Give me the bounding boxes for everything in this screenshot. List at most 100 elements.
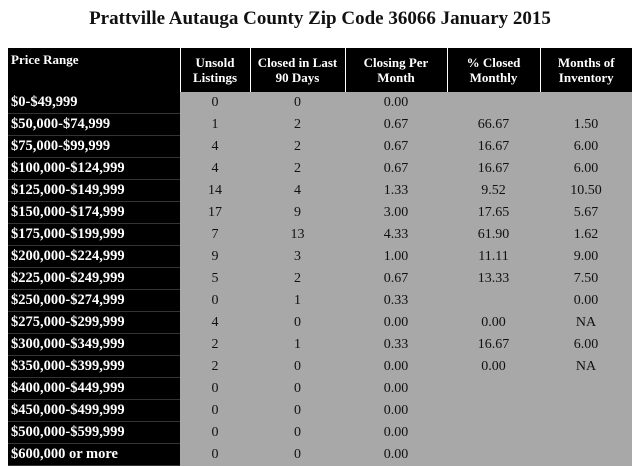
cell: 0 <box>180 92 250 114</box>
cell: 2 <box>250 157 345 180</box>
cell: 1.50 <box>540 113 632 136</box>
table-row: $125,000-$149,999 14 4 1.33 9.52 10.50 <box>8 179 632 202</box>
cell: 13.33 <box>447 267 540 290</box>
cell <box>447 421 540 444</box>
cell: 4.33 <box>345 223 447 246</box>
cell: 14 <box>180 179 250 202</box>
price-range: $50,000-$74,999 <box>8 113 180 136</box>
cell: 17 <box>180 201 250 224</box>
price-range: $500,000-$599,999 <box>8 421 180 444</box>
price-range: $250,000-$274,999 <box>8 289 180 312</box>
cell: 0.00 <box>345 399 447 422</box>
cell: 16.67 <box>447 157 540 180</box>
price-range: $350,000-$399,999 <box>8 355 180 378</box>
price-range: $225,000-$249,999 <box>8 267 180 290</box>
cell: 0.00 <box>345 311 447 334</box>
cell: 6.00 <box>540 135 632 158</box>
cell: 0.33 <box>345 289 447 312</box>
price-range: $600,000 or more <box>8 443 180 466</box>
cell <box>540 421 632 444</box>
inventory-table: Price Range Unsold Listings Closed in Last… <box>8 48 632 466</box>
column-header: Months of Inventory <box>539 48 632 92</box>
cell <box>447 92 540 114</box>
cell <box>447 377 540 400</box>
price-range: $400,000-$449,999 <box>8 377 180 400</box>
cell: 0 <box>180 377 250 400</box>
table-row: $350,000-$399,999 2 0 0.00 0.00 NA <box>8 355 632 378</box>
price-range: $275,000-$299,999 <box>8 311 180 334</box>
cell: 0 <box>250 377 345 400</box>
cell: 3 <box>250 245 345 268</box>
cell: 6.00 <box>540 157 632 180</box>
cell: 9 <box>180 245 250 268</box>
cell: 2 <box>250 113 345 136</box>
cell: 0.67 <box>345 267 447 290</box>
cell: 4 <box>180 311 250 334</box>
column-header: Closing Per Month <box>344 48 447 92</box>
cell: 4 <box>180 135 250 158</box>
table-row: $75,000-$99,999 4 2 0.67 16.67 6.00 <box>8 135 632 158</box>
price-range: $150,000-$174,999 <box>8 201 180 224</box>
cell: 1 <box>250 333 345 356</box>
table-header: Price Range Unsold Listings Closed in Last… <box>8 48 632 92</box>
table-body: $0-$49,999 0 0 0.00 $50,000-$74,999 1 2 0.67 66.… <box>8 92 632 466</box>
cell: 2 <box>180 355 250 378</box>
cell: 7 <box>180 223 250 246</box>
table-row: $250,000-$274,999 0 1 0.33 0.00 <box>8 289 632 312</box>
cell: 0.00 <box>345 443 447 466</box>
cell: 0 <box>180 399 250 422</box>
cell <box>540 92 632 114</box>
table-row: $600,000 or more 0 0 0.00 <box>8 443 632 466</box>
table-row: $100,000-$124,999 4 2 0.67 16.67 6.00 <box>8 157 632 180</box>
cell: 0 <box>250 311 345 334</box>
cell: 3.00 <box>345 201 447 224</box>
cell: 0 <box>180 289 250 312</box>
price-range: $175,000-$199,999 <box>8 223 180 246</box>
cell: 1 <box>180 113 250 136</box>
cell <box>447 289 540 312</box>
column-header: Price Range <box>8 48 180 92</box>
cell: 0 <box>250 92 345 114</box>
price-range: $125,000-$149,999 <box>8 179 180 202</box>
table-row: $0-$49,999 0 0 0.00 <box>8 92 632 114</box>
price-range: $450,000-$499,999 <box>8 399 180 422</box>
price-range: $75,000-$99,999 <box>8 135 180 158</box>
cell: 1.00 <box>345 245 447 268</box>
cell <box>540 443 632 466</box>
column-header: Closed in Last 90 Days <box>249 48 345 92</box>
cell: 0.00 <box>447 311 540 334</box>
cell: 1 <box>250 289 345 312</box>
cell: 4 <box>250 179 345 202</box>
cell: 0.67 <box>345 113 447 136</box>
column-header: Unsold Listings <box>179 48 250 92</box>
cell: 61.90 <box>447 223 540 246</box>
cell: 0.00 <box>540 289 632 312</box>
cell: 10.50 <box>540 179 632 202</box>
cell: 13 <box>250 223 345 246</box>
cell: 0.67 <box>345 135 447 158</box>
cell: 0.00 <box>345 92 447 114</box>
cell: 0 <box>180 443 250 466</box>
table-row: $400,000-$449,999 0 0 0.00 <box>8 377 632 400</box>
table-row: $150,000-$174,999 17 9 3.00 17.65 5.67 <box>8 201 632 224</box>
cell: 1.33 <box>345 179 447 202</box>
cell: 0 <box>250 399 345 422</box>
table-row: $50,000-$74,999 1 2 0.67 66.67 1.50 <box>8 113 632 136</box>
cell: 66.67 <box>447 113 540 136</box>
price-range: $0-$49,999 <box>8 92 180 114</box>
cell: 2 <box>180 333 250 356</box>
cell: 0.00 <box>447 355 540 378</box>
cell: 2 <box>250 135 345 158</box>
table-row: $500,000-$599,999 0 0 0.00 <box>8 421 632 444</box>
cell: 1.62 <box>540 223 632 246</box>
price-range: $300,000-$349,999 <box>8 333 180 356</box>
cell: 5.67 <box>540 201 632 224</box>
cell: 0 <box>250 355 345 378</box>
cell: 2 <box>250 267 345 290</box>
title: Prattville Autauga County Zip Code 36066… <box>89 8 551 29</box>
cell: 0 <box>250 421 345 444</box>
cell: 5 <box>180 267 250 290</box>
cell: 0.00 <box>345 421 447 444</box>
price-range: $200,000-$224,999 <box>8 245 180 268</box>
cell: 0.67 <box>345 157 447 180</box>
